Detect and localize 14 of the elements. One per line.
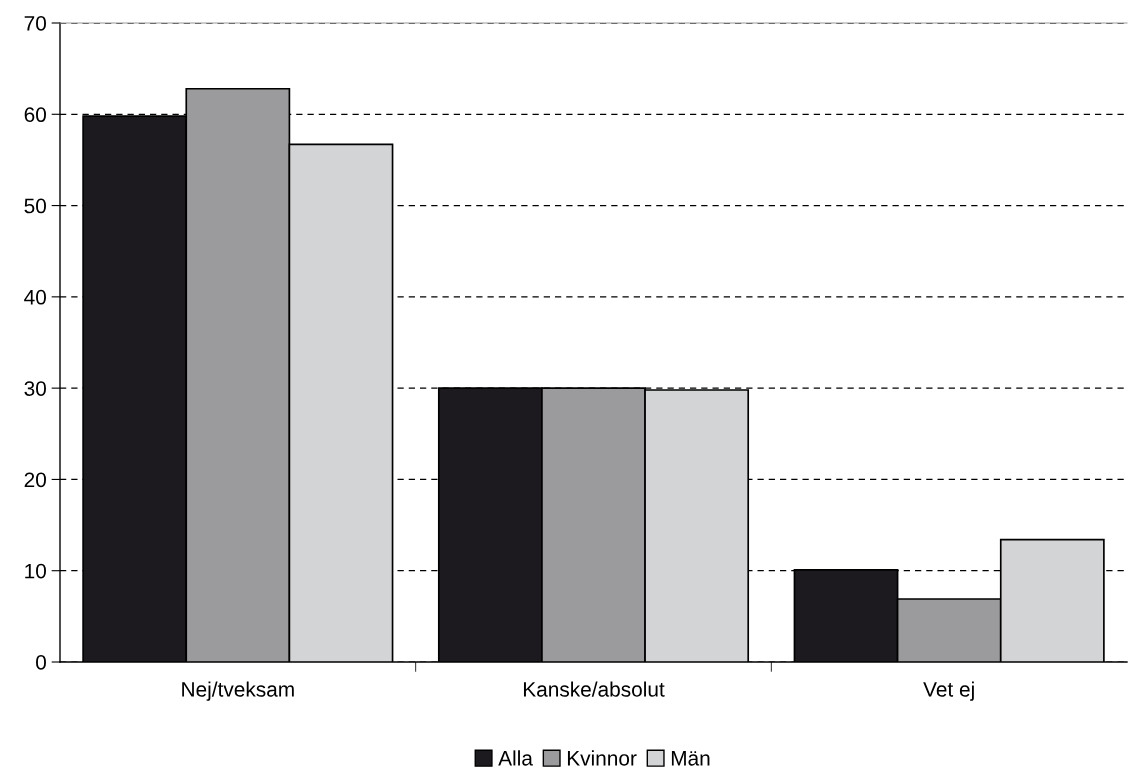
- legend-label: Män: [671, 751, 710, 766]
- y-tick-label: 60: [24, 107, 46, 123]
- x-tick-label: Kanske/absolut: [523, 681, 665, 697]
- y-tick-label: 50: [24, 198, 46, 214]
- y-tick-label: 10: [25, 563, 46, 579]
- y-tick-label: 30: [24, 381, 46, 396]
- legend-label: Kvinnor: [567, 750, 637, 766]
- y-tick-label: 40: [24, 289, 46, 305]
- legend-label: Alla: [498, 750, 533, 766]
- y-tick-label: 20: [24, 472, 46, 488]
- y-tick-label: 70: [24, 16, 46, 31]
- x-tick-label: Vet ej: [923, 681, 974, 701]
- x-tick-label: Nej/tveksam: [182, 681, 294, 701]
- y-tick-label: 0: [36, 655, 46, 670]
